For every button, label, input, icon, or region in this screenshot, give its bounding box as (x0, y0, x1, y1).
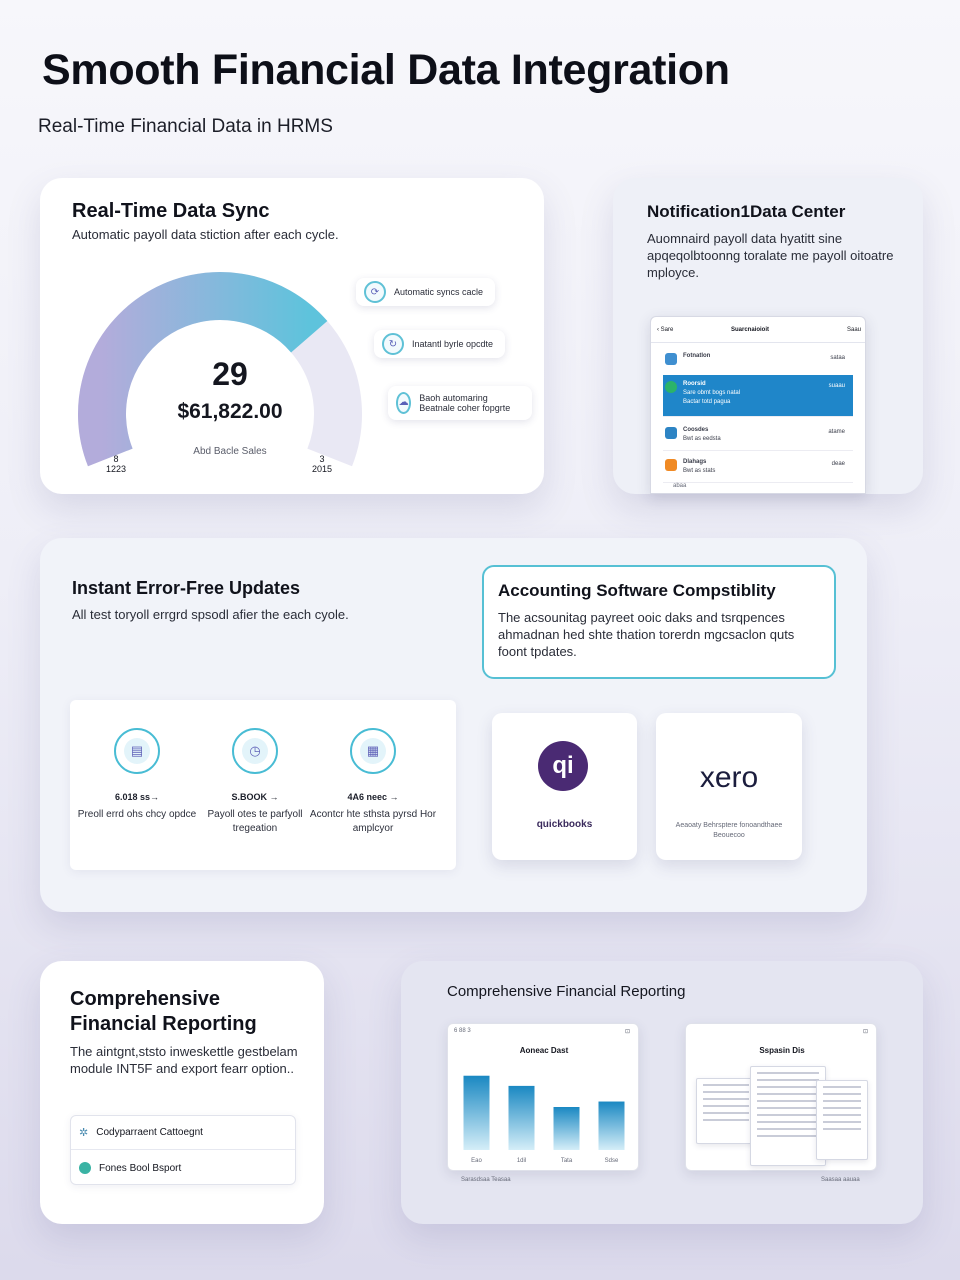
gauge-left-tick: 8 1223 (106, 454, 127, 474)
xero-tile[interactable]: xero Aeaoaty Behrsptere fonoandthaee Beo… (656, 713, 802, 860)
bar-1 (508, 1085, 535, 1150)
sync-icon: ⟳ (364, 281, 386, 303)
quickbooks-tile[interactable]: qi quickbooks (492, 713, 637, 860)
sheets-card-close-icon[interactable]: ⊡ (862, 1029, 868, 1035)
phone-title: Suarcnaioioit (731, 327, 770, 333)
bar-0 (463, 1075, 490, 1150)
legend-item-auto-sync: ⟳ Automatic syncs cacle (356, 278, 496, 306)
chart-icon (665, 353, 677, 365)
report-preview-title: Comprehensive Financial Reporting (447, 983, 686, 1000)
cloud-icon: ☁ (396, 392, 412, 414)
compat-panel: Accounting Software Compstiblity The acs… (482, 565, 836, 679)
bar-card-close-icon[interactable]: ⊡ (624, 1029, 630, 1035)
sheet-preview (750, 1066, 826, 1166)
data-sync-desc: Automatic payoll data stiction after eac… (72, 227, 339, 242)
updates-title: Instant Error-Free Updates (72, 578, 301, 598)
xero-logo: xero (699, 761, 759, 794)
notification-title: Notification1Data Center (647, 202, 846, 221)
reporting-desc: The aintgnt,ststo inweskettle gestbelam … (70, 1044, 298, 1076)
sheets-card-footer: Saasaa aauaa (821, 1177, 860, 1183)
sheet-preview (816, 1080, 868, 1160)
feature-document: ▦ 4A6 neec → Acontcr hte sthsta pyrsd Ho… (308, 728, 438, 836)
data-sync-title: Real-Time Data Sync (72, 200, 270, 222)
report-preview-card: Comprehensive Financial Reporting 6 88 3… (401, 961, 923, 1224)
feature-payroll: ▤ 6.018 ss→ Preoll errd ohs chcy opdce (72, 728, 202, 822)
notification-item[interactable]: Fotnatlon sataa (663, 347, 853, 377)
phone-action[interactable]: Saau (846, 327, 861, 333)
updates-compat-card: Instant Error-Free Updates All test tory… (40, 538, 867, 912)
payroll-icon: ▤ (124, 738, 150, 764)
bar-card-top-left: 6 88 3 (454, 1028, 471, 1034)
phone-back-button[interactable]: ‹ Sare (657, 327, 674, 333)
phone-mockup: ‹ Sare Suarcnaioioit Saau Fotnatlon sata… (650, 316, 866, 494)
reporting-card: Comprehensive Financial Reporting The ai… (40, 961, 324, 1224)
xero-desc: Aeaoaty Behrsptere fonoandthaee Beouecoo (675, 822, 783, 839)
document-icon: ▦ (360, 738, 386, 764)
excel-icon (79, 1162, 91, 1174)
option-custom-category[interactable]: ✲ Codyparraent Cattoegnt (71, 1116, 295, 1150)
quickbooks-logo: qi (538, 741, 588, 791)
bar-label-3: Sdse (605, 1158, 619, 1164)
bar-label-2: Tata (561, 1158, 573, 1164)
legend-item-cloud: ☁ Baoh automaring Beatnale coher fopgrte (388, 386, 532, 420)
features-panel: ▤ 6.018 ss→ Preoll errd ohs chcy opdce ◷… (70, 700, 456, 870)
bar-chart-card: 6 88 3 ⊡ Aoneac Dast Eao 1dil Tata Sdse (447, 1023, 639, 1171)
notification-desc: Auomnaird payoll data hyatitt sine apqeq… (647, 231, 894, 280)
sync-count: 29 (212, 356, 248, 392)
reporting-title: Comprehensive Financial Reporting (70, 988, 257, 1035)
refresh-icon: ↻ (382, 333, 404, 355)
bar-chart-title: Aoneac Dast (519, 1046, 569, 1055)
clock-icon: ◷ (242, 738, 268, 764)
calendar-icon (665, 427, 677, 439)
quickbooks-name: quickbooks (536, 819, 593, 830)
feature-clock: ◷ S.BOOK → Payoll otes te parfyoll trege… (190, 728, 320, 836)
bar-3 (598, 1101, 625, 1150)
gauge-fill (78, 272, 328, 467)
bar-2 (553, 1107, 580, 1150)
notification-item[interactable]: Coosdes Bwt as eedsta atame (663, 421, 853, 451)
bar-chart: Eao 1dil Tata Sdse (463, 1075, 625, 1164)
sheets-card-title: Sspasin Dis (759, 1046, 805, 1055)
page-title: Smooth Financial Data Integration (42, 46, 730, 94)
legend-item-instant: ↻ Inatantl byrle opcdte (374, 330, 506, 358)
compat-desc: The acsounitag payreet ooic daks and tsr… (498, 610, 795, 659)
sheets-card: ⊡ Sspasin Dis (685, 1023, 877, 1171)
page-subtitle: Real-Time Financial Data in HRMS (38, 116, 333, 137)
gauge-right-tick: 3 2015 (312, 454, 333, 474)
notification-item[interactable]: Dlahags Bwt as stats deae (663, 453, 853, 483)
gear-icon: ✲ (79, 1127, 89, 1139)
sheet-preview (696, 1078, 756, 1144)
sync-amount: $61,822.00 (177, 400, 283, 423)
data-sync-card: Real-Time Data Sync Automatic payoll dat… (40, 178, 544, 494)
sync-gauge (78, 272, 362, 467)
doc-icon (665, 459, 677, 471)
bar-card-footer: Sarasdsaa Teasaa (461, 1177, 511, 1183)
updates-desc: All test toryoll errgrd spsodl afier the… (72, 607, 349, 622)
option-excel-export[interactable]: Fones Bool Bsport (71, 1151, 295, 1185)
bar-label-1: 1dil (517, 1158, 526, 1164)
reporting-options: ✲ Codyparraent Cattoegnt Fones Bool Bspor… (70, 1115, 296, 1185)
phone-footer: abaa (673, 483, 687, 489)
compat-title: Accounting Software Compstiblity (498, 581, 776, 600)
dollar-icon (665, 381, 677, 393)
notification-item-selected[interactable]: Roorsid Sare obmt bogs natal Bactar totd… (663, 375, 853, 417)
bar-label-0: Eao (471, 1158, 482, 1164)
sync-caption: Abd Bacle Sales (193, 446, 267, 457)
